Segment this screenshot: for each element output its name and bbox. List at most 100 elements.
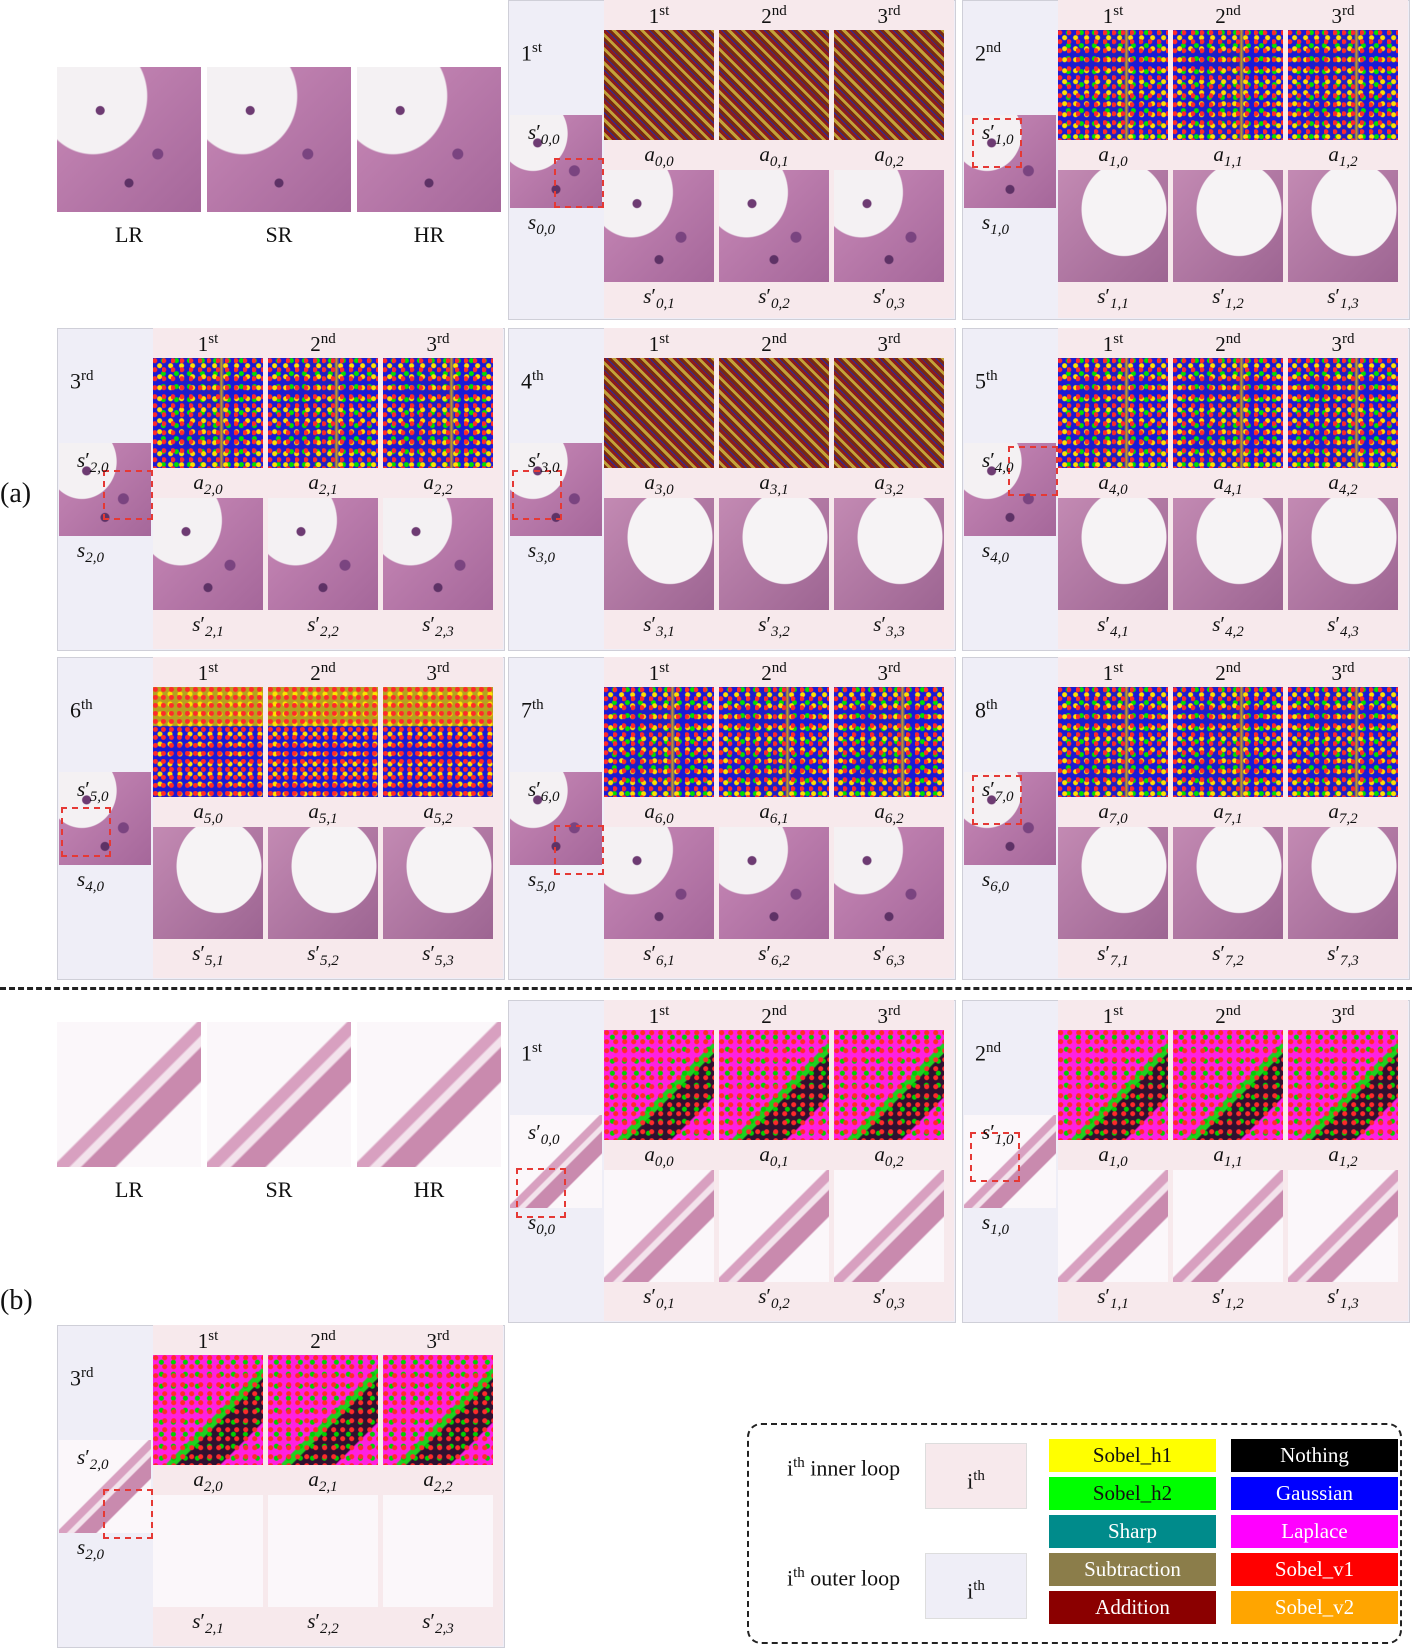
state-image [383, 827, 493, 939]
outer-thumbnail [59, 1440, 151, 1533]
legend-inner-loop-swatch: ith [925, 1443, 1027, 1509]
action-label: a5,0 [193, 799, 223, 828]
outer-thumbnail [510, 115, 602, 208]
state-image [604, 170, 714, 282]
state-image [1288, 827, 1398, 939]
state-image [604, 1170, 714, 1282]
action-label: a1,0 [1098, 142, 1128, 171]
state-label: s′5,2 [307, 941, 339, 970]
step-label: 3rd [877, 1003, 901, 1028]
legend-outer-loop-label: ith outer loop [787, 1565, 901, 1591]
action-label: a0,2 [874, 142, 904, 171]
state-image [1058, 170, 1168, 282]
state-label: s′0,0 [528, 120, 560, 149]
state-image [153, 1495, 263, 1607]
state-image [1173, 827, 1283, 939]
outer-loop-ordinal: 3rd [70, 1365, 94, 1391]
outer-thumbnail [964, 443, 1056, 536]
outer-thumbnail [510, 772, 602, 865]
state-label: s′2,2 [307, 1609, 339, 1638]
step-label: 1st [197, 331, 219, 356]
action-label: a2,0 [193, 1467, 223, 1496]
step-label: 2nd [310, 660, 336, 685]
action-map [268, 358, 378, 468]
state-label: s′1,1 [1097, 1284, 1129, 1313]
state-label: s′6,1 [643, 941, 675, 970]
step-label: 3rd [877, 331, 901, 356]
action-map [719, 358, 829, 468]
action-label: a6,1 [759, 799, 789, 828]
state-label: s4,0 [982, 538, 1009, 567]
state-image [1288, 498, 1398, 610]
step-label: 2nd [310, 1328, 336, 1353]
state-image [834, 498, 944, 610]
legend-item-sobel-v1: Sobel_v1 [1231, 1553, 1398, 1586]
outer-loop-ordinal: 1st [521, 1040, 543, 1066]
action-label: a1,1 [1213, 142, 1243, 171]
panel-label-a: (a) [0, 478, 32, 509]
state-label: s′4,0 [982, 448, 1014, 477]
panel-label-b: (b) [0, 1285, 33, 1316]
state-label: s′0,2 [758, 1284, 790, 1313]
action-map [834, 1030, 944, 1140]
state-label: s′0,1 [643, 284, 675, 313]
outer-loop-ordinal: 7th [521, 697, 544, 723]
action-label: a6,2 [874, 799, 904, 828]
outer-loop-ordinal: 4th [521, 368, 544, 394]
action-label: a2,2 [423, 470, 453, 499]
state-label: s′2,0 [77, 448, 109, 477]
state-label: s′2,2 [307, 612, 339, 641]
state-image [153, 498, 263, 610]
state-label: s′2,0 [77, 1445, 109, 1474]
state-label: s′0,2 [758, 284, 790, 313]
action-label: a0,0 [644, 1142, 674, 1171]
action-label: a2,2 [423, 1467, 453, 1496]
compare-image [207, 67, 351, 212]
state-label: s′1,0 [982, 1120, 1014, 1149]
step-label: 2nd [761, 331, 787, 356]
state-label: s′3,1 [643, 612, 675, 641]
state-image [1288, 1170, 1398, 1282]
state-image [383, 498, 493, 610]
legend-item-laplace: Laplace [1231, 1515, 1398, 1548]
action-map [719, 687, 829, 797]
compare-label: SR [265, 222, 293, 247]
state-image [719, 170, 829, 282]
state-label: s′2,1 [192, 612, 224, 641]
state-label: s′5,3 [422, 941, 454, 970]
step-label: 3rd [877, 3, 901, 28]
state-label: s′0,1 [643, 1284, 675, 1313]
action-map [604, 30, 714, 140]
state-image [834, 827, 944, 939]
step-label: 1st [197, 1328, 219, 1353]
state-label: s′1,1 [1097, 284, 1129, 313]
step-label: 2nd [761, 1003, 787, 1028]
state-image [268, 1495, 378, 1607]
action-label: a6,0 [644, 799, 674, 828]
state-label: s5,0 [528, 867, 555, 896]
state-label: s′3,2 [758, 612, 790, 641]
state-image [604, 827, 714, 939]
action-map [153, 358, 263, 468]
action-label: a0,0 [644, 142, 674, 171]
state-label: s′4,2 [1212, 612, 1244, 641]
legend-item-sobel-h1: Sobel_h1 [1049, 1439, 1216, 1472]
state-image [834, 1170, 944, 1282]
state-label: s′1,0 [982, 120, 1014, 149]
action-map [834, 30, 944, 140]
state-image [719, 1170, 829, 1282]
step-label: 3rd [1331, 331, 1355, 356]
state-label: s1,0 [982, 210, 1009, 239]
state-label: s′7,3 [1327, 941, 1359, 970]
state-image [383, 1495, 493, 1607]
action-label: a5,2 [423, 799, 453, 828]
action-map [383, 687, 493, 797]
legend-outer-loop-swatch: ith [925, 1553, 1027, 1619]
outer-thumbnail [510, 443, 602, 536]
step-label: 2nd [1215, 1003, 1241, 1028]
outer-loop-ordinal: 3rd [70, 368, 94, 394]
action-label: a2,1 [308, 1467, 338, 1496]
state-image [268, 827, 378, 939]
state-label: s′1,2 [1212, 1284, 1244, 1313]
action-label: a4,0 [1098, 470, 1128, 499]
